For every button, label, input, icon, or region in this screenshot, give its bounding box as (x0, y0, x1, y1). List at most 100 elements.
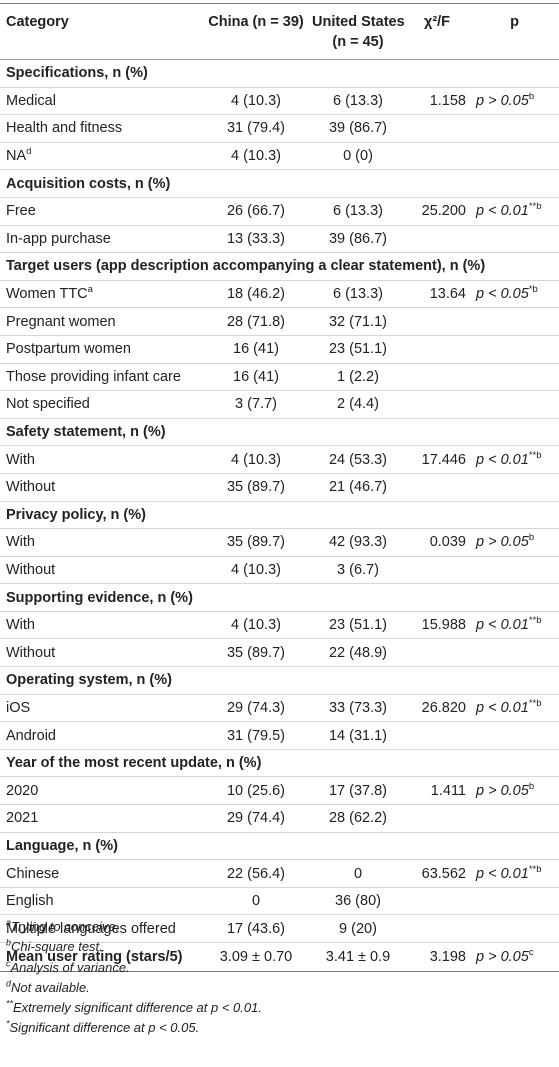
china-value: 13 (33.3) (226, 230, 286, 247)
stat-value (404, 308, 470, 336)
us-value: 23 (51.1) (328, 341, 388, 358)
china-value: 10 (25.6) (226, 782, 286, 799)
row-label-text: Health and fitness (6, 120, 123, 137)
table-row: With 35 (89.7) 42 (93.3) 0.039 p > 0.05b (0, 529, 559, 557)
row-label: Without (0, 639, 200, 667)
us-value: 9 (20) (339, 920, 377, 937)
us-value: 23 (51.1) (328, 617, 388, 634)
stat-value (404, 722, 470, 750)
p-value-text: p > 0.05 (476, 92, 529, 109)
us-value: 14 (31.1) (328, 727, 388, 744)
row-label: In-app purchase (0, 225, 200, 253)
p-value-footnote-mark: b (528, 532, 535, 544)
us-value: 32 (71.1) (328, 313, 388, 330)
section-title: Acquisition costs, n (%) (6, 175, 171, 192)
p-value-text: p < 0.01 (476, 865, 529, 882)
header-us-line2: (n = 45) (332, 34, 384, 50)
table-row: iOS 29 (74.3) 33 (73.3) 26.820 p < 0.01**b (0, 694, 559, 722)
row-label-text: Without (6, 644, 56, 661)
p-value (470, 639, 559, 667)
stat-value (404, 639, 470, 667)
p-value: p < 0.01**b (470, 197, 559, 225)
stat-value (404, 363, 470, 391)
row-label: Not specified (0, 391, 200, 419)
china-value: 31 (79.5) (226, 727, 286, 744)
china-value: 4 (10.3) (231, 561, 281, 578)
table-row: Not specified 3 (7.7) 2 (4.4) (0, 391, 559, 419)
header-us: United States (n = 45) (312, 4, 405, 60)
us-value: 39 (86.7) (328, 120, 388, 137)
stat-value (404, 887, 470, 915)
table-row: Without 4 (10.3) 3 (6.7) (0, 556, 559, 584)
row-label-footnote-mark: a (87, 284, 93, 296)
row-label: iOS (0, 694, 200, 722)
row-label-text: Android (6, 727, 56, 744)
table-row: 2021 29 (74.4) 28 (62.2) (0, 805, 559, 833)
section-title: Year of the most recent update, n (%) (6, 755, 262, 772)
rating-label: Mean user rating (stars/5) (6, 949, 183, 965)
header-us-line1: United States (312, 14, 405, 30)
table-row: 2020 10 (25.6) 17 (37.8) 1.411 p > 0.05b (0, 777, 559, 805)
row-label: Android (0, 722, 200, 750)
stat-value: 13.64 (429, 286, 466, 303)
p-value: p < 0.01**b (470, 860, 559, 888)
us-value: 39 (86.7) (328, 230, 388, 247)
china-value: 18 (46.2) (226, 286, 286, 303)
footnote: **Extremely significant difference at p … (6, 998, 262, 1018)
row-label: English (0, 887, 200, 915)
us-value: 21 (46.7) (328, 479, 388, 496)
footnote-mark: d (6, 978, 12, 989)
row-label-text: Multiple languages offered (6, 920, 176, 937)
header-p: p (510, 14, 519, 30)
table-row: Those providing infant care 16 (41) 1 (2.2… (0, 363, 559, 391)
header-category: Category (6, 14, 69, 30)
row-label-text: Without (6, 479, 56, 496)
row-label: With (0, 446, 200, 474)
stat-value (404, 115, 470, 143)
row-label: 2021 (0, 805, 200, 833)
table-row: Chinese 22 (56.4) 0 63.562 p < 0.01**b (0, 860, 559, 888)
p-value (470, 722, 559, 750)
table-row: Free 26 (66.7) 6 (13.3) 25.200 p < 0.01**b (0, 197, 559, 226)
footnote: *Significant difference at p < 0.05. (6, 1018, 262, 1038)
china-value: 29 (74.3) (226, 699, 286, 716)
row-label: Postpartum women (0, 335, 200, 363)
p-value (470, 887, 559, 915)
table-row: Medical 4 (10.3) 6 (13.3) 1.158 p > 0.05b (0, 87, 559, 115)
row-label-text: Medical (6, 92, 56, 109)
row-label-text: Postpartum women (6, 341, 131, 358)
footnote: aTrying to conceive. (6, 917, 262, 937)
china-value: 3 (7.7) (235, 396, 277, 413)
stat-value (404, 335, 470, 363)
row-label: With (0, 611, 200, 639)
table-row: Android 31 (79.5) 14 (31.1) (0, 722, 559, 750)
p-value-text: p < 0.01 (476, 699, 529, 716)
china-value: 4 (10.3) (231, 617, 281, 634)
p-value (470, 805, 559, 833)
row-label-text: Not specified (6, 396, 90, 413)
us-value: 17 (37.8) (328, 782, 388, 799)
china-value: 35 (89.7) (226, 534, 286, 551)
p-value-text: p < 0.01 (476, 203, 529, 220)
stat-value: 15.988 (421, 617, 466, 634)
p-value-footnote-mark: **b (528, 201, 542, 213)
p-value (470, 363, 559, 391)
p-value-text: p > 0.05 (476, 534, 529, 551)
p-value-footnote-mark: **b (528, 449, 542, 461)
section-title: Supporting evidence, n (%) (6, 589, 193, 606)
section-header-row: Acquisition costs, n (%) (0, 170, 559, 198)
row-label: Without (0, 556, 200, 584)
p-value (470, 473, 559, 501)
row-label: Health and fitness (0, 115, 200, 143)
row-label-text: Women TTC (6, 286, 88, 303)
table-body: Specifications, n (%) Medical 4 (10.3) 6 (1… (0, 60, 559, 972)
section-header-row: Year of the most recent update, n (%) (0, 749, 559, 777)
stat-value: 63.562 (421, 865, 466, 882)
china-value: 17 (43.6) (226, 920, 286, 937)
p-value: p < 0.01**b (470, 694, 559, 722)
section-title: Target users (app description accompanyi… (6, 258, 486, 275)
p-value: p > 0.05b (470, 87, 559, 115)
p-value (470, 391, 559, 419)
row-label-text: 2020 (6, 782, 39, 799)
